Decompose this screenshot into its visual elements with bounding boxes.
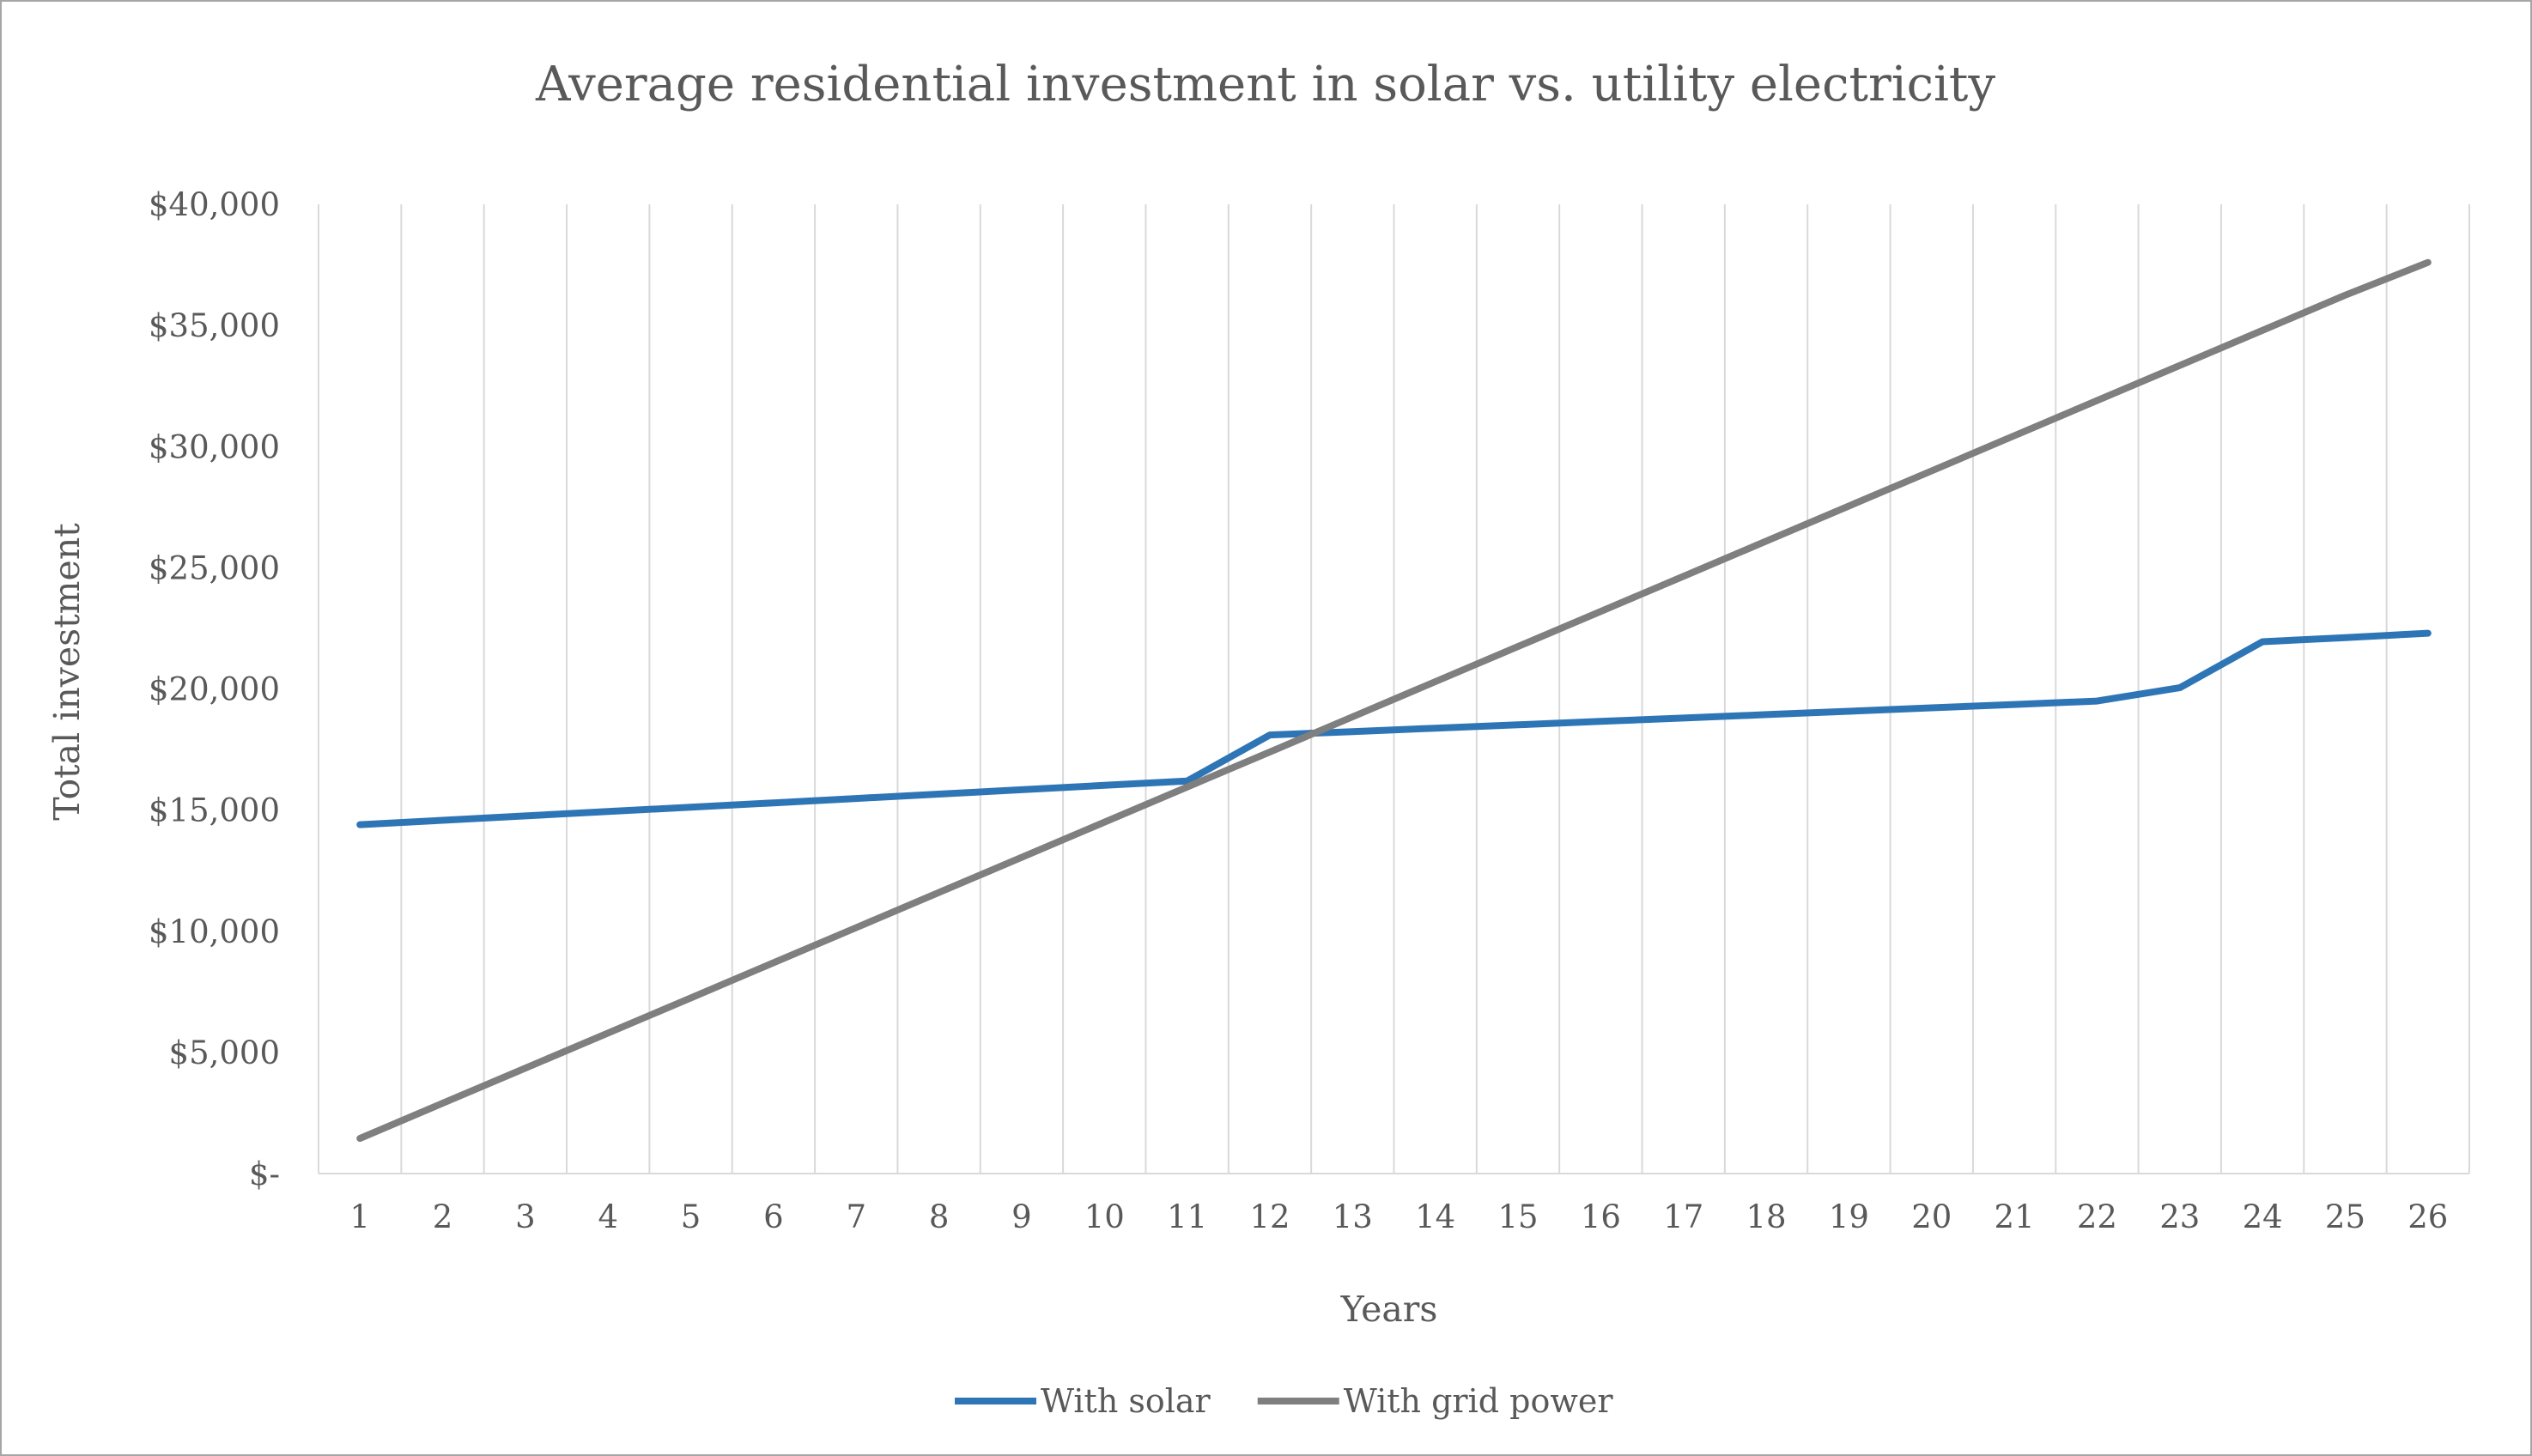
series-line-with-grid-power bbox=[356, 258, 2432, 1143]
y-tick-label: $5,000 bbox=[169, 1034, 280, 1071]
x-tick-label: 26 bbox=[2408, 1198, 2448, 1235]
x-tick-label: 14 bbox=[1415, 1198, 1455, 1235]
x-tick-label: 4 bbox=[598, 1198, 618, 1235]
x-tick-label: 21 bbox=[1995, 1198, 2035, 1235]
y-tick-label: $20,000 bbox=[149, 671, 280, 708]
y-axis-ticks: $- $5,000 $10,000 $15,000 $20,000 $25,000 $30,… bbox=[149, 186, 280, 1192]
x-tick-label: 22 bbox=[2077, 1198, 2117, 1235]
x-tick-label: 11 bbox=[1167, 1198, 1207, 1235]
x-tick-label: 19 bbox=[1829, 1198, 1869, 1235]
x-tick-label: 1 bbox=[349, 1198, 370, 1235]
x-tick-label: 17 bbox=[1663, 1198, 1703, 1235]
x-axis-title: Years bbox=[1340, 1289, 1438, 1330]
chart-title: Average residential investment in solar … bbox=[535, 57, 1995, 112]
series-line-with-solar bbox=[356, 629, 2432, 828]
x-tick-label: 15 bbox=[1497, 1198, 1538, 1235]
y-tick-label: $30,000 bbox=[149, 428, 280, 465]
x-tick-label: 20 bbox=[1911, 1198, 1952, 1235]
y-tick-label: $25,000 bbox=[149, 549, 280, 586]
gridlines bbox=[318, 204, 2470, 1174]
y-tick-label: $40,000 bbox=[149, 186, 280, 223]
x-tick-label: 12 bbox=[1249, 1198, 1290, 1235]
y-tick-label: $15,000 bbox=[149, 792, 280, 829]
legend-label: With grid power bbox=[1344, 1382, 1614, 1420]
y-tick-label: $35,000 bbox=[149, 307, 280, 344]
y-axis-title: Total investment bbox=[46, 523, 88, 821]
x-tick-label: 6 bbox=[763, 1198, 784, 1235]
y-tick-label: $10,000 bbox=[149, 913, 280, 950]
x-tick-label: 8 bbox=[929, 1198, 950, 1235]
x-tick-label: 7 bbox=[846, 1198, 866, 1235]
x-tick-label: 24 bbox=[2243, 1198, 2283, 1235]
x-tick-label: 25 bbox=[2325, 1198, 2365, 1235]
x-tick-label: 2 bbox=[433, 1198, 453, 1235]
x-axis-ticks: 1 2 3 4 5 6 7 8 9 10 11 12 13 14 15 16 17 18 19 20 21 22 23 24 2… bbox=[349, 1198, 2448, 1235]
x-tick-label: 16 bbox=[1581, 1198, 1621, 1235]
x-tick-label: 3 bbox=[515, 1198, 536, 1235]
y-tick-label: $- bbox=[249, 1156, 280, 1192]
x-tick-label: 9 bbox=[1011, 1198, 1032, 1235]
legend: With solar With grid power bbox=[955, 1382, 1613, 1420]
x-tick-label: 10 bbox=[1084, 1198, 1125, 1235]
x-tick-label: 5 bbox=[681, 1198, 701, 1235]
x-tick-label: 18 bbox=[1746, 1198, 1787, 1235]
series-lines bbox=[356, 258, 2432, 1143]
x-tick-label: 13 bbox=[1333, 1198, 1373, 1235]
x-tick-label: 23 bbox=[2159, 1198, 2200, 1235]
legend-label: With solar bbox=[1041, 1382, 1211, 1420]
